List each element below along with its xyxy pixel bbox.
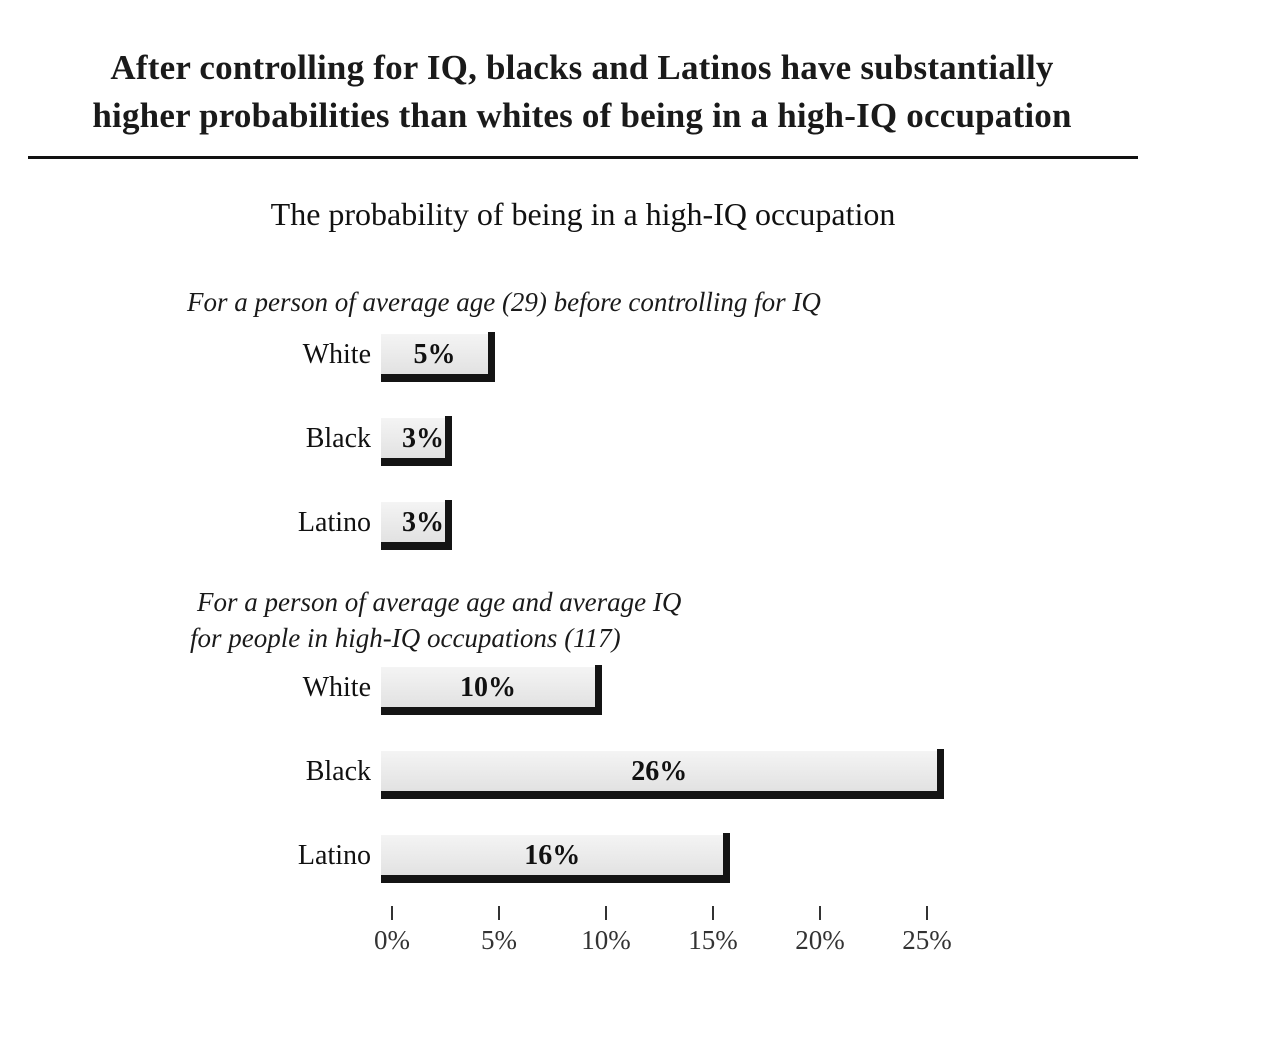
x-tick-5: [498, 906, 500, 920]
category-label-latino-group-1: Latino: [297, 507, 371, 538]
group-2-label-line-1: For a person of average age and average …: [197, 587, 682, 617]
headline-line-1: After controlling for IQ, blacks and Lat…: [110, 48, 1054, 87]
x-tick-20: [819, 906, 821, 920]
x-tick-label-0: 0%: [374, 925, 410, 955]
x-tick-label-25: 25%: [902, 925, 952, 955]
bar-cap-latino-group-2: [723, 833, 731, 883]
group-1-label: For a person of average age (29) before …: [187, 287, 821, 317]
bar-base-black-group-1: [381, 458, 453, 466]
x-tick-0: [391, 906, 393, 920]
bar-black-group-1: [381, 418, 446, 458]
x-tick-label-15: 15%: [688, 925, 738, 955]
x-tick-label-10: 10%: [581, 925, 631, 955]
category-label-white-group-2: White: [302, 672, 371, 703]
bar-cap-latino-group-1: [445, 500, 453, 550]
bar-cap-white-group-2: [595, 665, 602, 715]
value-label-white-group-2: 10%: [460, 672, 516, 703]
bar-white-group-2: [381, 667, 595, 707]
category-label-black-group-2: Black: [305, 756, 371, 787]
bar-base-latino-group-1: [381, 542, 453, 550]
bar-cap-black-group-1: [445, 416, 453, 466]
category-label-latino-group-2: Latino: [297, 840, 371, 871]
value-label-black-group-1: 3%: [402, 423, 444, 454]
chart-title: The probability of being in a high-IQ oc…: [270, 196, 896, 232]
x-tick-label-20: 20%: [795, 925, 845, 955]
chart-headline: After controlling for IQ, blacks and Lat…: [28, 44, 1136, 140]
bar-latino-group-2: [381, 835, 724, 875]
value-label-latino-group-1: 3%: [402, 507, 444, 538]
x-tick-label-5: 5%: [481, 925, 517, 955]
headline-rule: [28, 156, 1138, 159]
category-label-white-group-1: White: [302, 339, 371, 370]
bar-latino-group-1: [381, 502, 446, 542]
headline-line-2: higher probabilities than whites of bein…: [92, 96, 1072, 135]
category-label-black-group-1: Black: [305, 423, 371, 454]
value-label-latino-group-2: 16%: [524, 840, 581, 871]
bar-base-white-group-2: [381, 707, 602, 715]
x-tick-10: [605, 906, 607, 920]
bar-white-group-1: [381, 334, 488, 374]
x-tick-15: [712, 906, 714, 920]
value-label-black-group-2: 26%: [631, 756, 688, 787]
bar-cap-black-group-2: [937, 749, 945, 799]
bar-cap-white-group-1: [488, 332, 495, 382]
x-tick-25: [926, 906, 928, 920]
bar-base-black-group-2: [381, 791, 945, 799]
group-2-label-line-2: for people in high-IQ occupations (117): [190, 623, 621, 653]
bar-base-latino-group-2: [381, 875, 731, 883]
bar-black-group-2: [381, 751, 938, 791]
value-label-white-group-1: 5%: [413, 339, 456, 370]
bar-base-white-group-1: [381, 374, 495, 382]
